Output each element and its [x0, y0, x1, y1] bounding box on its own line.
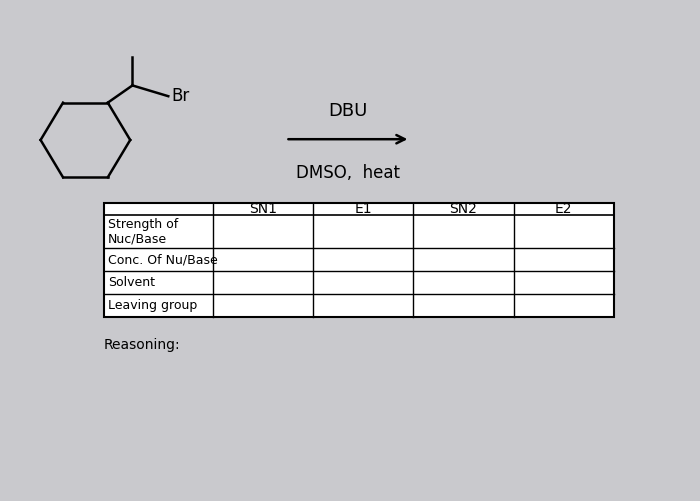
Text: Leaving group: Leaving group: [108, 299, 197, 312]
Text: Conc. Of Nu/Base: Conc. Of Nu/Base: [108, 254, 218, 266]
Text: SN2: SN2: [449, 202, 477, 216]
Text: DMSO,  heat: DMSO, heat: [296, 164, 400, 182]
Text: DBU: DBU: [328, 102, 368, 120]
Text: Solvent: Solvent: [108, 276, 155, 289]
Text: SN1: SN1: [249, 202, 277, 216]
Text: E1: E1: [354, 202, 372, 216]
Text: E2: E2: [555, 202, 573, 216]
Text: Br: Br: [172, 87, 190, 105]
Text: Reasoning:: Reasoning:: [104, 338, 181, 352]
Text: Strength of
Nuc/Base: Strength of Nuc/Base: [108, 217, 178, 245]
